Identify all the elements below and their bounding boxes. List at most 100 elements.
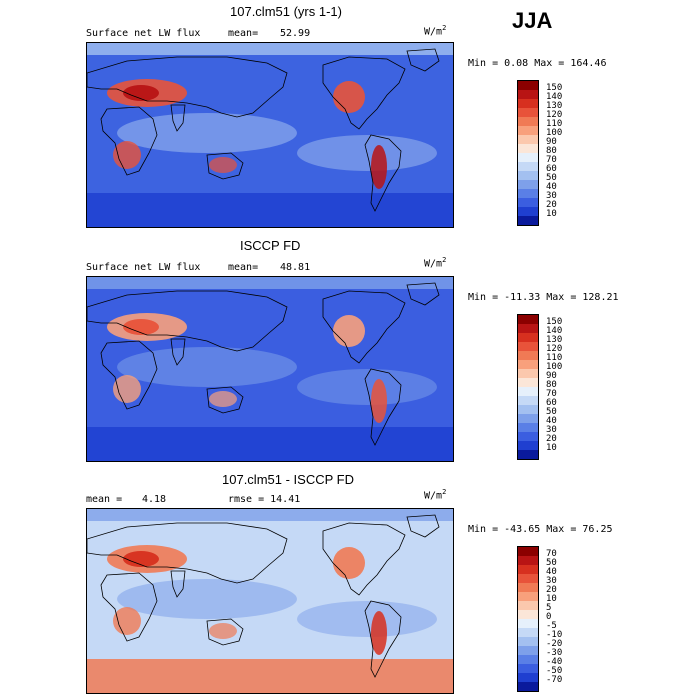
southern-ocean-band bbox=[87, 659, 453, 693]
colorbar-tick-label: -20 bbox=[546, 639, 563, 649]
southern-ocean-band bbox=[87, 427, 453, 461]
hot-region-2 bbox=[371, 379, 387, 423]
colorbar-segment bbox=[518, 351, 538, 360]
africa-outline bbox=[100, 106, 158, 176]
tropical-band-1 bbox=[117, 579, 297, 619]
warm-region-2 bbox=[333, 547, 365, 579]
colorbar-segment bbox=[518, 682, 538, 691]
panel-2-colorbar bbox=[517, 314, 539, 460]
hot-region-2 bbox=[371, 145, 387, 189]
hot-region-1 bbox=[123, 551, 159, 567]
colorbar-segment bbox=[518, 628, 538, 637]
colorbar-tick-label: 50 bbox=[546, 173, 557, 183]
africa-outline bbox=[100, 572, 158, 642]
colorbar-segment bbox=[518, 637, 538, 646]
colorbar-tick-label: 40 bbox=[546, 416, 557, 426]
colorbar-segment bbox=[518, 369, 538, 378]
hot-region-1 bbox=[123, 319, 159, 335]
colorbar-segment bbox=[518, 574, 538, 583]
colorbar-tick-label: 150 bbox=[546, 83, 563, 93]
colorbar-tick-label: 10 bbox=[546, 594, 557, 604]
panel-1-map bbox=[86, 42, 454, 228]
greenland-outline bbox=[406, 514, 440, 538]
colorbar-tick-label: 150 bbox=[546, 317, 563, 327]
colorbar-segment bbox=[518, 583, 538, 592]
panel-3-units: W/m2 bbox=[424, 488, 447, 502]
panel-2-minmax: Min = -11.33 Max = 128.21 bbox=[468, 292, 619, 303]
south-america-outline bbox=[364, 600, 402, 678]
panel-3-mean-label: mean = bbox=[86, 494, 123, 505]
colorbar-tick-label: 50 bbox=[546, 558, 557, 568]
hot-region-1 bbox=[123, 85, 159, 101]
colorbar-segment bbox=[518, 144, 538, 153]
colorbar-tick-label: -70 bbox=[546, 675, 563, 685]
colorbar-segment bbox=[518, 387, 538, 396]
greenland-outline bbox=[406, 48, 440, 72]
colorbar-segment bbox=[518, 547, 538, 556]
colorbar-tick-label: 40 bbox=[546, 567, 557, 577]
colorbar-tick-label: 70 bbox=[546, 549, 557, 559]
greenland-outline bbox=[406, 282, 440, 306]
colorbar-tick-label: 90 bbox=[546, 137, 557, 147]
colorbar-tick-label: 90 bbox=[546, 371, 557, 381]
tropical-band-1 bbox=[117, 113, 297, 153]
colorbar-tick-label: 60 bbox=[546, 398, 557, 408]
colorbar-tick-label: 20 bbox=[546, 434, 557, 444]
colorbar-segment bbox=[518, 601, 538, 610]
colorbar-tick-label: 40 bbox=[546, 182, 557, 192]
season-label: JJA bbox=[512, 8, 553, 33]
panel-2-map bbox=[86, 276, 454, 462]
colorbar-segment bbox=[518, 135, 538, 144]
colorbar-tick-label: 100 bbox=[546, 128, 563, 138]
panel-3-map-svg bbox=[87, 509, 453, 693]
panel-2-mean-value: 48.81 bbox=[280, 262, 311, 273]
africa-outline bbox=[100, 340, 158, 410]
colorbar-segment bbox=[518, 198, 538, 207]
colorbar-segment bbox=[518, 99, 538, 108]
panel-3-minmax: Min = -43.65 Max = 76.25 bbox=[468, 524, 613, 535]
colorbar-tick-label: -30 bbox=[546, 648, 563, 658]
panel-2-map-svg bbox=[87, 277, 453, 461]
colorbar-segment bbox=[518, 646, 538, 655]
colorbar-tick-label: 20 bbox=[546, 200, 557, 210]
panel-2-mean-label: mean= bbox=[228, 262, 259, 273]
colorbar-segment bbox=[518, 126, 538, 135]
colorbar-segment bbox=[518, 432, 538, 441]
panel-2-title: ISCCP FD bbox=[240, 238, 301, 253]
colorbar-tick-label: 30 bbox=[546, 576, 557, 586]
colorbar-tick-label: -5 bbox=[546, 621, 557, 631]
arctic-band bbox=[87, 509, 453, 521]
colorbar-tick-label: 120 bbox=[546, 110, 563, 120]
colorbar-segment bbox=[518, 664, 538, 673]
north-america-outline bbox=[322, 290, 406, 364]
panel-3-map bbox=[86, 508, 454, 694]
india-outline bbox=[170, 570, 186, 598]
colorbar-segment bbox=[518, 378, 538, 387]
india-outline bbox=[170, 338, 186, 366]
colorbar-segment bbox=[518, 360, 538, 369]
colorbar-segment bbox=[518, 180, 538, 189]
panel-3-rmse: rmse = 14.41 bbox=[228, 494, 301, 505]
tropical-band-1 bbox=[117, 347, 297, 387]
colorbar-tick-label: 60 bbox=[546, 164, 557, 174]
warm-region-3 bbox=[113, 607, 141, 635]
colorbar-segment bbox=[518, 216, 538, 225]
panel-1-mean-value: 52.99 bbox=[280, 28, 311, 39]
colorbar-tick-label: -40 bbox=[546, 657, 563, 667]
panel-2-units: W/m2 bbox=[424, 256, 447, 270]
colorbar-tick-label: 130 bbox=[546, 101, 563, 111]
colorbar-segment bbox=[518, 171, 538, 180]
colorbar-tick-label: 20 bbox=[546, 585, 557, 595]
colorbar-tick-label: 70 bbox=[546, 155, 557, 165]
colorbar-segment bbox=[518, 324, 538, 333]
colorbar-tick-label: 140 bbox=[546, 326, 563, 336]
panel-1-field-label: Surface net LW flux bbox=[86, 28, 201, 39]
colorbar-tick-label: 50 bbox=[546, 407, 557, 417]
europe-asia-outline bbox=[87, 522, 288, 584]
colorbar-segment bbox=[518, 189, 538, 198]
colorbar-segment bbox=[518, 333, 538, 342]
europe-asia-outline bbox=[87, 290, 288, 352]
colorbar-segment bbox=[518, 315, 538, 324]
colorbar-tick-label: 5 bbox=[546, 603, 552, 613]
south-america-outline bbox=[364, 368, 402, 446]
